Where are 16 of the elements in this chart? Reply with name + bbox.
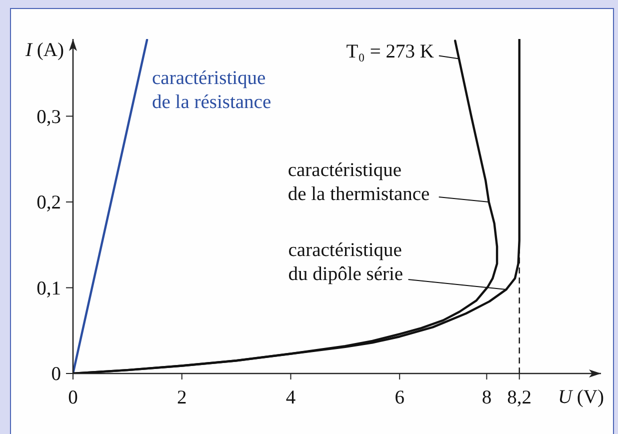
annotation: T₀ = 273 K xyxy=(346,42,434,63)
x-tick-label: 6 xyxy=(394,388,405,408)
y-tick-label: 0,1 xyxy=(36,278,61,300)
y-axis-title: I (A) xyxy=(24,40,64,61)
x-tick-label: 8 xyxy=(482,388,492,408)
text: caractéristique de la thermistance xyxy=(288,160,430,205)
y-tick-label: 0,3 xyxy=(36,106,61,128)
x-tick-label: 0 xyxy=(68,388,78,408)
text: caractéristique du dipôle série xyxy=(288,240,404,285)
y-tick-label: 0,2 xyxy=(36,192,61,214)
x-tick-label: 4 xyxy=(286,388,296,408)
x-tick-label: 8,2 xyxy=(507,388,532,408)
x-tick-label: 2 xyxy=(176,388,187,408)
y-tick-label: 0 xyxy=(51,364,61,386)
series-label: caractéristique de la résistance xyxy=(152,68,272,113)
x-axis-title: U (V) xyxy=(558,387,604,408)
